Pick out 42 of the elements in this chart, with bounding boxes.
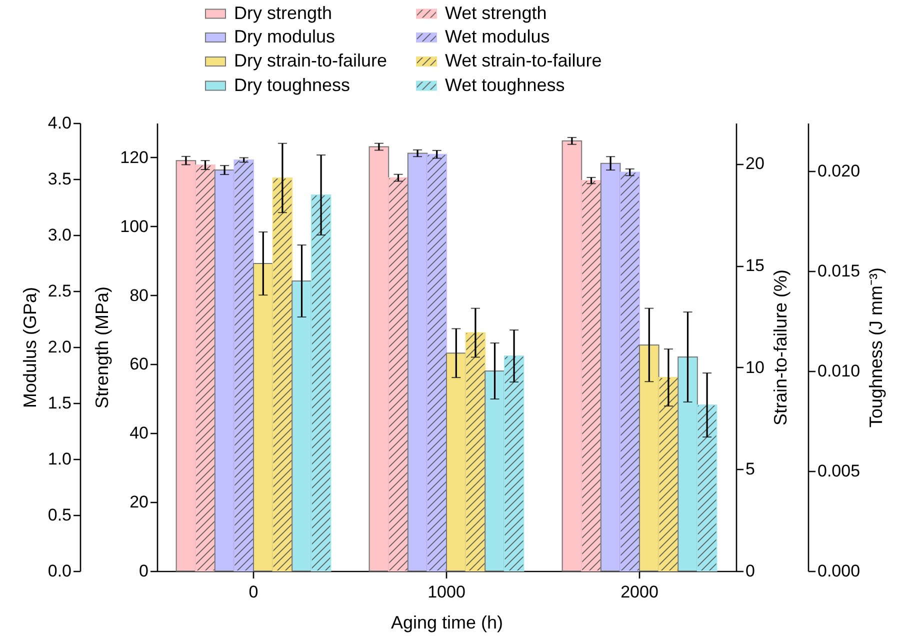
legend-label: Wet strength bbox=[445, 2, 547, 23]
y3-tick-label: 0.5 bbox=[48, 506, 72, 524]
y-tick-label: 0.015 bbox=[818, 262, 860, 280]
x-axis-title: Aging time (h) bbox=[390, 612, 504, 632]
x-tick-label: 0 bbox=[248, 582, 258, 602]
legend-label: Wet strain-to-failure bbox=[445, 50, 602, 70]
y3-tick-label: 0.0 bbox=[48, 562, 72, 580]
y-tick-label: 40 bbox=[130, 424, 148, 443]
legend-label: Dry strain-to-failure bbox=[234, 50, 388, 70]
y3-tick-label: 4.0 bbox=[48, 114, 72, 132]
y-axis-title: Toughness (J mm⁻³) bbox=[866, 267, 886, 428]
y2-tick-label: 20 bbox=[746, 154, 764, 174]
y3-axis-title: Modulus (GPa) bbox=[20, 286, 40, 408]
y-tick-label: 0.005 bbox=[818, 462, 860, 480]
y2-tick-label: 10 bbox=[746, 358, 764, 377]
y-tick-label: 20 bbox=[130, 492, 148, 512]
y-tick-label: 0.010 bbox=[818, 362, 860, 380]
legend-label: Wet modulus bbox=[445, 26, 550, 46]
x-tick-label: 2000 bbox=[620, 582, 658, 602]
y3-tick-label: 2.5 bbox=[48, 282, 72, 300]
y-tick-label: 0.000 bbox=[818, 562, 860, 580]
x-tick-label: 1000 bbox=[428, 582, 466, 602]
legend-label: Dry modulus bbox=[234, 26, 336, 46]
y-tick-label: 60 bbox=[130, 354, 148, 374]
y-axis-title: Strength (MPa) bbox=[92, 286, 112, 409]
y-tick-label: 0.020 bbox=[818, 162, 860, 180]
y3-tick-label: 1.5 bbox=[48, 394, 72, 412]
y3-tick-label: 3.0 bbox=[48, 226, 72, 244]
y-tick-label: 0 bbox=[139, 562, 148, 580]
legend-label: Wet toughness bbox=[444, 74, 565, 95]
y-tick-label: 120 bbox=[120, 148, 148, 167]
y-tick-label: 100 bbox=[120, 216, 148, 236]
y3-tick-label: 3.5 bbox=[48, 170, 72, 188]
y2-axis-title: Strain-to-failure (%) bbox=[770, 269, 790, 426]
y2-tick-label: 15 bbox=[746, 256, 764, 276]
y3-tick-label: 2.0 bbox=[48, 338, 72, 356]
y3-tick-label: 1.0 bbox=[48, 450, 72, 468]
legend-label: Dry toughness bbox=[234, 74, 350, 95]
legend-label: Dry strength bbox=[234, 2, 332, 23]
y2-tick-label: 5 bbox=[746, 460, 755, 479]
y-tick-label: 80 bbox=[130, 286, 148, 305]
y2-tick-label: 0 bbox=[746, 562, 755, 580]
